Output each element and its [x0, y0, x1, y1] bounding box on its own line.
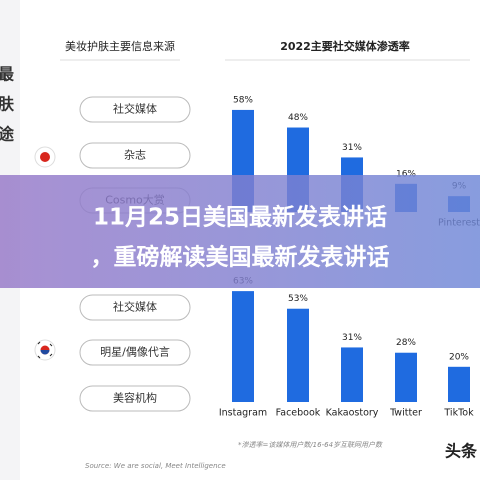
value-label: 20% — [449, 352, 469, 362]
pill-label: 社交媒体 — [113, 300, 157, 314]
bar — [287, 308, 309, 402]
banner-line: ，重磅解读美国最新发表讲话 — [91, 244, 390, 271]
value-label: 31% — [342, 333, 362, 343]
category-label: Instagram — [219, 408, 267, 419]
korea-flag — [34, 339, 56, 361]
right-header: 2022主要社交媒体渗透率 — [280, 39, 410, 53]
source: Source: We are social, Meet Intelligence — [85, 462, 226, 470]
category-label: Kakaostory — [326, 408, 379, 419]
pill-label: 杂志 — [124, 149, 146, 162]
pill — [79, 294, 191, 321]
left-header: 美妆护肤主要信息来源 — [65, 39, 175, 53]
banner — [0, 175, 480, 288]
value-label: 48% — [288, 113, 308, 123]
pill — [79, 96, 191, 123]
japan-flag — [34, 146, 56, 168]
bar — [448, 366, 470, 402]
pill — [79, 142, 191, 169]
category-label: Facebook — [276, 408, 321, 419]
banner-line: 11月25日美国最新发表讲话 — [93, 204, 387, 231]
side-text: 最 — [0, 65, 15, 84]
bar — [232, 291, 254, 402]
bar — [395, 352, 417, 402]
pill — [79, 339, 191, 366]
pill-label: 明星/偶像代言 — [100, 346, 170, 359]
category-label: TikTok — [443, 408, 474, 419]
value-label: 53% — [288, 294, 308, 304]
watermark: 头条 — [445, 442, 478, 461]
category-label: Twitter — [389, 408, 422, 419]
pill — [79, 385, 191, 412]
side-text: 途 — [0, 125, 15, 144]
pill-label: 社交媒体 — [113, 102, 157, 116]
value-label: 28% — [396, 338, 416, 348]
value-label: 16% — [396, 169, 416, 179]
bar — [341, 347, 363, 402]
value-label: 31% — [342, 143, 362, 153]
footnote: *渗透率=该媒体用户数/16-64岁互联网用户数 — [238, 441, 383, 449]
pill-label: 美容机构 — [113, 391, 157, 405]
value-label: 58% — [233, 95, 253, 105]
side-text: 肤 — [0, 95, 15, 114]
